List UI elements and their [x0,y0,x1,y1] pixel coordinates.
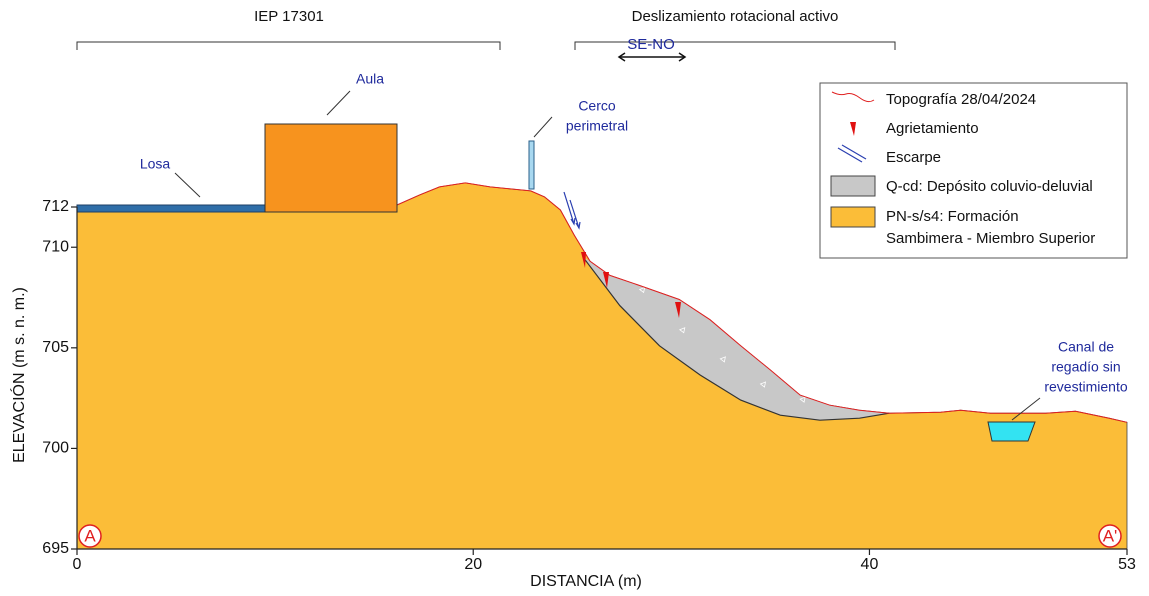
scarp-arrows [563,191,581,230]
y-tick-label: 710 [42,238,69,255]
legend-swatch [830,206,876,228]
losa [76,204,266,213]
bracket-label: IEP 17301 [254,8,324,25]
leader [1011,397,1041,421]
deposit-pattern [759,381,767,388]
legend: Topografía 28/04/2024 Agrietamiento Esca… [819,82,1128,259]
section-marker [1098,524,1122,548]
section-label: A' [1103,526,1118,545]
aula [264,123,398,213]
y-tick-label: 705 [42,339,69,356]
annotation: revestimiento [1044,379,1127,395]
leader [326,90,351,116]
legend-scarp [837,144,867,163]
canal [987,421,1036,442]
annotation: perimetral [566,118,628,134]
legend-box [819,82,1128,259]
leader [174,172,201,198]
deposit-pattern [600,238,608,245]
x-tick-label: 53 [1118,556,1136,573]
x-tick-label: 40 [861,556,879,573]
legend-label: Sambimera - Miembro Superior [886,230,1095,247]
y-tick-label: 712 [42,198,69,215]
deposit-pattern [638,286,646,294]
y-axis-title: ELEVACIÓN (m s. n. m.) [9,287,28,463]
section-label: A [84,526,96,545]
section-marker [78,524,102,548]
annotation: Cerco [578,98,616,114]
deposit-pattern [838,401,846,408]
annotation: Canal de [1058,339,1114,355]
legend-label: Agrietamiento [886,120,979,137]
y-tick-label: 700 [42,440,69,457]
deposit-pattern [719,356,726,363]
cracks [581,252,681,318]
deposit-pattern [678,327,686,334]
legend-label: Topografía 28/04/2024 [886,91,1036,108]
annotation: Losa [140,156,171,172]
annotation: regadío sin [1051,359,1120,375]
cerco [528,140,535,190]
legend-swatch [830,175,876,197]
x-tick-label: 20 [464,556,482,573]
legend-line [831,91,875,103]
bracket-label: Deslizamiento rotacional activo [632,8,839,25]
y-tick-label: 695 [42,540,69,557]
legend-label: PN-s/s4: Formación [886,208,1019,225]
legend-label: Q-cd: Depósito coluvio-deluvial [886,178,1093,195]
legend-label: Escarpe [886,149,941,166]
terrain-layer [76,182,1128,550]
annotation: Aula [356,71,384,87]
legend-crack [850,122,856,136]
deposit-fill [583,257,890,421]
bracket [574,41,896,50]
bracket [76,41,501,50]
deposit-base [582,256,890,421]
deposit-pattern [873,399,880,406]
deposit-pattern [799,396,806,403]
leader [533,116,553,138]
topography-line [77,182,1128,423]
direction: SE-NO [627,36,675,53]
x-tick-label: 0 [73,556,82,573]
x-axis-title: DISTANCIA (m) [530,573,642,590]
direction-arrow [617,52,687,62]
